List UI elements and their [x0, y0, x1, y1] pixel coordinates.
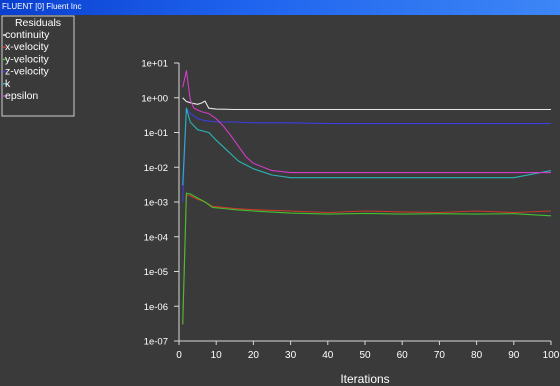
x-tick-label: 90	[508, 350, 520, 361]
legend-item-k: k	[5, 78, 11, 90]
x-tick-label: 70	[434, 350, 446, 361]
y-tick-label: 1e-05	[144, 267, 168, 278]
legend-item-continuity: continuity	[5, 29, 50, 41]
window-title: FLUENT [0] Fluent Inc	[2, 2, 82, 11]
legend: Residuals continuityx-velocityy-velocity…	[1, 15, 75, 117]
x-tick-label: 100	[543, 350, 560, 361]
y-tick-label: 1e-06	[144, 302, 168, 313]
x-tick-label: 80	[471, 350, 483, 361]
legend-title: Residuals	[15, 17, 61, 29]
legend-item-x-velocity: x-velocity	[5, 41, 50, 53]
y-tick-label: 1e-04	[144, 232, 168, 243]
y-tick-label: 1e+01	[141, 59, 168, 70]
x-tick-label: 10	[211, 350, 223, 361]
legend-item-epsilon: epsilon	[5, 90, 38, 102]
series-line-k	[182, 107, 552, 186]
y-tick-label: 1e-01	[144, 128, 168, 139]
x-tick-label: 50	[359, 350, 371, 361]
y-tick-label: 1e+00	[141, 93, 168, 104]
series-line-y-velocity	[182, 192, 552, 325]
x-tick-label: 30	[285, 350, 297, 361]
legend-box	[1, 15, 75, 117]
y-tick-label: 1e-07	[144, 337, 168, 348]
plot-axes: 1e-07 1e-06 1e-05 1e-04 1e-03 1e-02 1e-01 1e+00…	[141, 59, 559, 386]
x-axis-ticks: 0 10 20 30 40 50 60 70 80 90 100	[176, 341, 560, 361]
x-tick-label: 40	[322, 350, 334, 361]
residuals-chart: Residuals continuityx-velocityy-velocity…	[1, 15, 560, 386]
series-line-continuity	[182, 97, 551, 111]
y-tick-label: 1e-02	[144, 163, 168, 174]
series-line-z-velocity	[182, 107, 551, 203]
title-bar[interactable]: FLUENT [0] Fluent Inc	[0, 0, 560, 15]
x-tick-label: 20	[248, 350, 260, 361]
series-line-x-velocity	[182, 194, 552, 325]
legend-items: continuityx-velocityy-velocityz-velocity…	[3, 29, 50, 102]
x-axis-title: Iterations	[340, 372, 389, 386]
y-tick-label: 1e-03	[144, 198, 168, 209]
x-tick-label: 0	[176, 350, 182, 361]
series-lines	[182, 70, 552, 325]
legend-item-y-velocity: y-velocity	[5, 53, 50, 65]
x-tick-label: 60	[397, 350, 409, 361]
legend-item-z-velocity: z-velocity	[5, 66, 50, 78]
y-axis-ticks: 1e-07 1e-06 1e-05 1e-04 1e-03 1e-02 1e-01 1e+00…	[141, 59, 179, 348]
series-line-epsilon	[182, 70, 551, 174]
